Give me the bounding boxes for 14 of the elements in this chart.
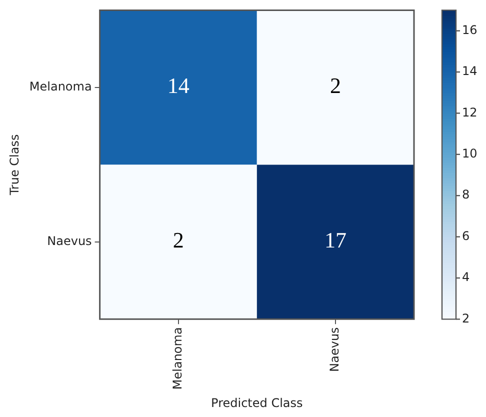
x-axis-title: Predicted Class bbox=[211, 396, 303, 410]
color-bar-label: 16 bbox=[462, 22, 478, 37]
data-label: 2 bbox=[172, 228, 184, 253]
color-bar-label: 8 bbox=[462, 188, 470, 202]
color-bar-label: 2 bbox=[462, 311, 470, 326]
color-bar-label: 14 bbox=[462, 64, 478, 78]
color-bar-label: 10 bbox=[462, 146, 478, 161]
color-bar-label: 12 bbox=[462, 105, 478, 120]
data-label: 14 bbox=[167, 73, 190, 98]
data-label: 17 bbox=[324, 228, 346, 253]
color-bar-label: 6 bbox=[462, 228, 470, 243]
y-axis-title: True Class bbox=[7, 134, 22, 196]
color-bar-label: 4 bbox=[462, 270, 470, 284]
data-label: 2 bbox=[330, 73, 341, 98]
